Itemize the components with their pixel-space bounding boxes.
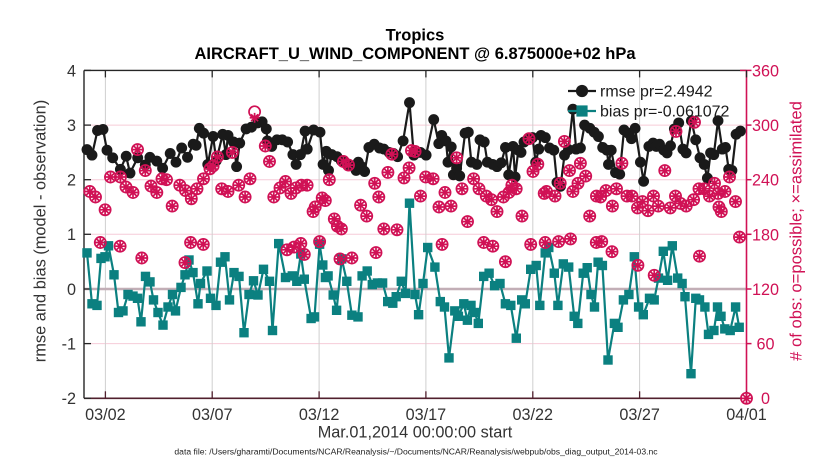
svg-text:-1: -1: [62, 336, 76, 354]
svg-text:3: 3: [67, 117, 76, 135]
svg-text:120: 120: [752, 281, 779, 299]
svg-text:03/07: 03/07: [192, 406, 233, 424]
svg-text:03/02: 03/02: [85, 406, 126, 424]
svg-text:data file: /Users/gharamti/Doc: data file: /Users/gharamti/Documents/NCA…: [174, 447, 658, 457]
svg-text:03/22: 03/22: [513, 406, 554, 424]
svg-text:4: 4: [67, 62, 76, 80]
svg-text:03/27: 03/27: [619, 406, 660, 424]
svg-text:180: 180: [752, 226, 779, 244]
svg-text:60: 60: [756, 336, 774, 354]
svg-text:240: 240: [752, 172, 779, 190]
svg-text:rmse and bias (model - observa: rmse and bias (model - observation): [32, 100, 50, 362]
svg-text:AIRCRAFT_U_WIND_COMPONENT @ 6.: AIRCRAFT_U_WIND_COMPONENT @ 6.875000e+02…: [194, 45, 636, 63]
svg-text:# of obs: o=possible; ×=assimi: # of obs: o=possible; ×=assimilated: [787, 101, 806, 361]
svg-text:360: 360: [752, 62, 779, 80]
svg-text:0: 0: [67, 281, 76, 299]
svg-text:-2: -2: [62, 390, 76, 408]
svg-text:Mar.01,2014 00:00:00 start: Mar.01,2014 00:00:00 start: [318, 424, 513, 442]
svg-text:2: 2: [67, 172, 76, 190]
svg-text:300: 300: [752, 117, 779, 135]
svg-text:0: 0: [761, 390, 770, 408]
svg-text:rmse pr=2.4942: rmse pr=2.4942: [600, 84, 713, 101]
svg-text:Tropics: Tropics: [386, 26, 445, 44]
svg-text:03/17: 03/17: [406, 406, 447, 424]
svg-text:1: 1: [67, 226, 76, 244]
svg-text:04/01: 04/01: [726, 406, 767, 424]
svg-text:03/12: 03/12: [299, 406, 340, 424]
svg-text:bias pr=-0.061072: bias pr=-0.061072: [600, 104, 730, 121]
